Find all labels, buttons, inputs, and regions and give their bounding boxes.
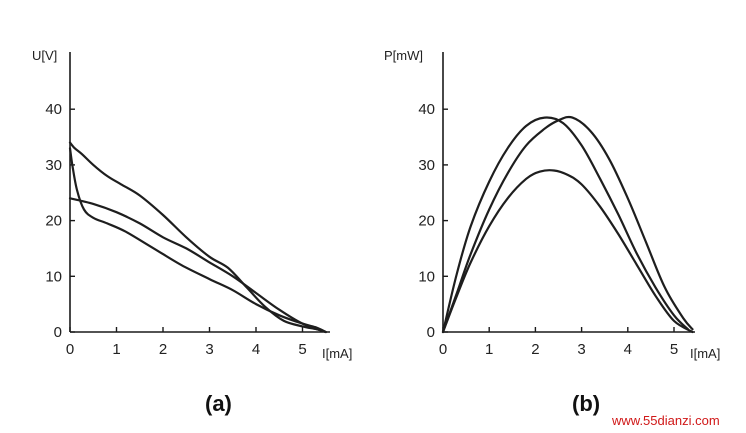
x-tick-label: 5 bbox=[670, 341, 678, 358]
x-axis-label: I[mA] bbox=[690, 346, 720, 361]
x-axis-label: I[mA] bbox=[322, 346, 352, 361]
chart-panel-a: 0 1 2 3 4 5 0 10 20 30 40 U[V] I[mA] (a) bbox=[32, 48, 352, 416]
x-tick-label: 3 bbox=[205, 341, 213, 358]
x-tick-label: 5 bbox=[298, 341, 306, 358]
y-tick-label: 30 bbox=[418, 157, 435, 174]
y-tick-label: 10 bbox=[45, 268, 62, 285]
panel-label: (a) bbox=[205, 391, 232, 416]
series-line-3 bbox=[68, 197, 327, 334]
y-tick-label: 20 bbox=[45, 213, 62, 230]
x-tick-label: 1 bbox=[485, 341, 493, 358]
series-line-1 bbox=[441, 116, 689, 334]
panel-label: (b) bbox=[572, 391, 600, 416]
y-axis-label: U[V] bbox=[32, 48, 57, 63]
x-tick-label: 2 bbox=[159, 341, 167, 358]
y-tick-label: 30 bbox=[45, 157, 62, 174]
x-tick-label: 4 bbox=[624, 341, 632, 358]
y-axis-label: P[mW] bbox=[384, 48, 423, 63]
y-tick-label: 40 bbox=[45, 101, 62, 118]
x-tick-label: 3 bbox=[577, 341, 585, 358]
x-tick-label: 2 bbox=[531, 341, 539, 358]
x-tick-label: 0 bbox=[66, 341, 74, 358]
y-tick-label: 0 bbox=[54, 324, 62, 341]
series-line-2 bbox=[441, 115, 694, 334]
x-tick-label: 4 bbox=[252, 341, 260, 358]
y-tick-label: 20 bbox=[418, 213, 435, 230]
series-line-1 bbox=[68, 141, 327, 334]
y-tick-label: 0 bbox=[427, 324, 435, 341]
x-tick-label: 1 bbox=[112, 341, 120, 358]
watermark-text: www.55dianzi.com bbox=[611, 413, 720, 428]
x-tick-label: 0 bbox=[439, 341, 447, 358]
y-tick-label: 10 bbox=[418, 268, 435, 285]
y-tick-label: 40 bbox=[418, 101, 435, 118]
chart-panel-b: 0 1 2 3 4 5 0 10 20 30 40 P[mW] I[mA] (b) bbox=[384, 48, 720, 416]
series-line-3 bbox=[441, 169, 694, 334]
